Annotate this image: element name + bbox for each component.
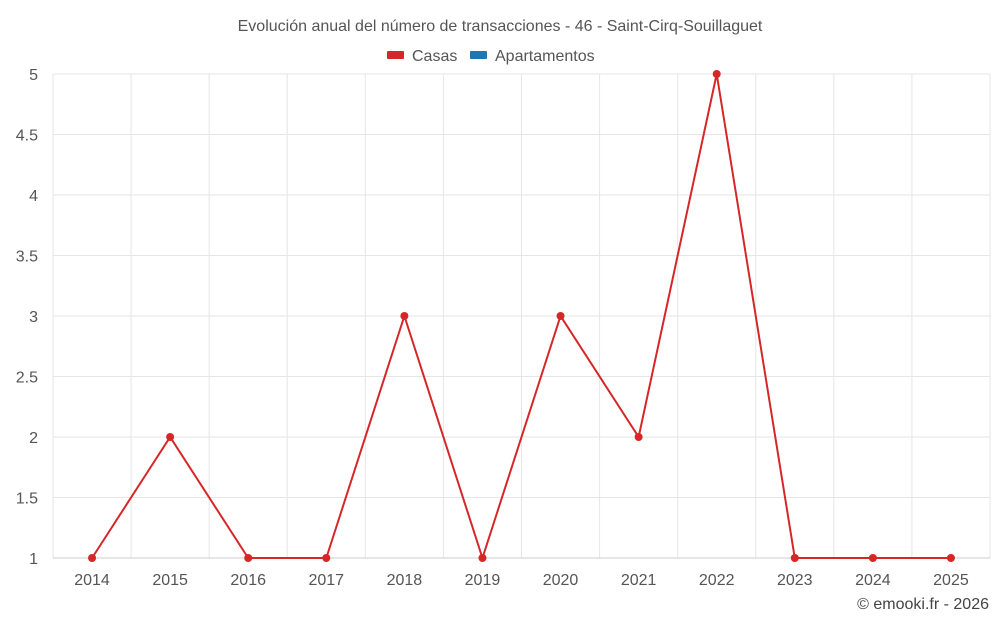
x-tick-label: 2020 — [543, 572, 579, 589]
x-tick-label: 2016 — [230, 572, 266, 589]
data-point-casas[interactable] — [244, 554, 253, 562]
series-layer — [88, 70, 955, 562]
data-point-casas[interactable] — [322, 554, 331, 562]
data-point-casas[interactable] — [712, 70, 721, 78]
chart-title: Evolución anual del número de transaccio… — [238, 18, 763, 35]
data-point-casas[interactable] — [400, 312, 409, 320]
x-tick-label: 2021 — [621, 572, 657, 589]
x-tick-label: 2019 — [465, 572, 501, 589]
legend-label-apartamentos: Apartamentos — [495, 48, 595, 65]
legend-swatch-casas — [387, 51, 404, 59]
legend-item-casas[interactable]: Casas — [387, 48, 457, 65]
x-tick-label: 2022 — [699, 572, 735, 589]
y-tick-label: 4.5 — [16, 128, 38, 145]
grid-lines — [52, 73, 991, 559]
x-tick-label: 2024 — [855, 572, 891, 589]
y-tick-label: 5 — [29, 67, 38, 84]
data-point-casas[interactable] — [478, 554, 487, 562]
x-tick-label: 2015 — [152, 572, 188, 589]
series-line-casas — [91, 73, 951, 562]
x-axis-ticks: 2014 2015 2016 2017 2018 2019 2020 2021 2022 2023… — [74, 572, 969, 589]
legend-item-apartamentos[interactable]: Apartamentos — [470, 48, 595, 65]
legend-label-casas: Casas — [412, 48, 457, 65]
y-tick-label: 2 — [29, 430, 38, 447]
legend-swatch-apartamentos — [470, 51, 487, 59]
data-point-casas[interactable] — [790, 554, 799, 562]
y-tick-label: 3.5 — [16, 249, 38, 266]
credit-text: © emooki.fr - 2026 — [857, 596, 989, 613]
x-tick-label: 2018 — [387, 572, 423, 589]
x-tick-label: 2025 — [933, 572, 969, 589]
y-tick-label: 1.5 — [16, 491, 38, 508]
x-tick-label: 2017 — [308, 572, 344, 589]
data-point-casas[interactable] — [166, 433, 175, 441]
y-tick-label: 4 — [29, 188, 38, 205]
y-tick-label: 2.5 — [16, 370, 38, 387]
data-point-casas[interactable] — [556, 312, 565, 320]
x-tick-label: 2023 — [777, 572, 813, 589]
data-point-casas[interactable] — [634, 433, 643, 441]
y-tick-label: 3 — [29, 309, 38, 326]
x-tick-label: 2014 — [74, 572, 110, 589]
data-point-casas[interactable] — [868, 554, 877, 562]
data-point-casas[interactable] — [946, 554, 955, 562]
y-axis-ticks: 1 1.5 2 2.5 3 3.5 4 4.5 5 — [16, 67, 38, 568]
y-tick-label: 1 — [29, 551, 38, 568]
legend[interactable]: Casas Apartamentos — [387, 48, 595, 65]
data-point-casas[interactable] — [88, 554, 97, 562]
